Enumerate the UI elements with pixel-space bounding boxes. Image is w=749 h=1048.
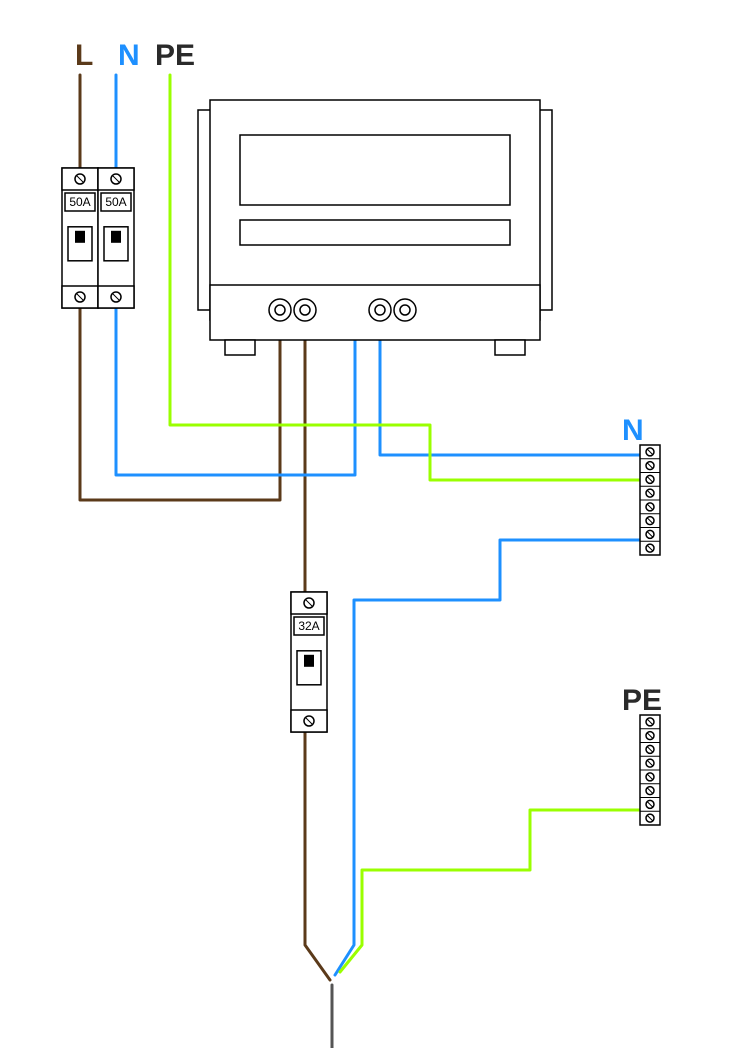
breaker-sub-rating: 32A (298, 619, 319, 633)
breaker-main_left: 50A (62, 168, 98, 308)
energy-meter (198, 100, 552, 355)
terminal-bar-n (640, 445, 660, 555)
label-pe-bus: PE (622, 684, 662, 717)
wire-L_sub_to_cable (305, 732, 330, 980)
wire-PE_bus_to_cable (340, 810, 640, 972)
breaker-sub: 32A (291, 592, 327, 732)
label-l-top: L (75, 39, 93, 72)
label-n-bus: N (622, 414, 644, 447)
breaker-main_right-rating: 50A (105, 195, 126, 209)
breaker-main_left-rating: 50A (69, 195, 90, 209)
wire-N_bus_to_cable (335, 540, 640, 975)
breaker-main_right: 50A (98, 168, 134, 308)
label-pe-top: PE (155, 39, 195, 72)
terminal-bar-pe (640, 715, 660, 825)
wiring-diagram: 50A50A32ALNPENPE (0, 0, 749, 1048)
label-n-top: N (118, 39, 140, 72)
